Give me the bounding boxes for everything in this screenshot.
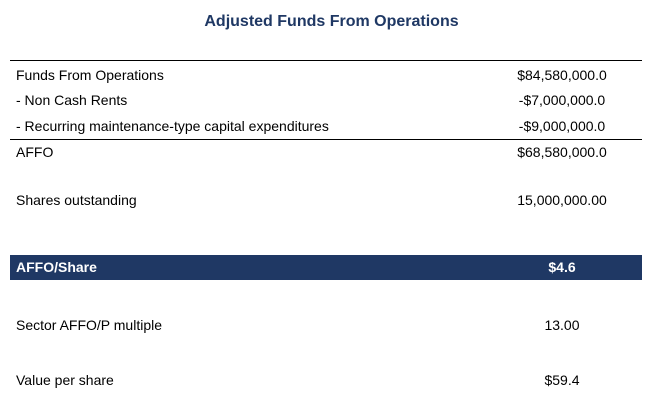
- row-label: Funds From Operations: [16, 67, 164, 83]
- rule: [10, 139, 642, 140]
- row-label: Value per share: [16, 372, 114, 388]
- row-value: $4.6: [548, 259, 576, 275]
- row-value: $84,580,000.0: [517, 67, 607, 83]
- row-label: Sector AFFO/P multiple: [16, 317, 163, 333]
- row-label: - Recurring maintenance-type capital exp…: [16, 118, 329, 134]
- row-value: $59.4: [544, 372, 580, 388]
- highlight-band: AFFO/Share $4.6: [10, 255, 642, 280]
- title: Adjusted Funds From Operations: [204, 13, 459, 30]
- row-label: Shares outstanding: [16, 192, 137, 208]
- row-value: $68,580,000.0: [517, 144, 607, 160]
- row-value: 15,000,000.00: [517, 192, 607, 208]
- rule: [10, 60, 642, 61]
- row-label: AFFO: [16, 144, 54, 160]
- row-value: -$7,000,000.0: [518, 92, 606, 108]
- row-label: - Non Cash Rents: [16, 92, 128, 108]
- row-value: 13.00: [544, 317, 580, 333]
- row-value: -$9,000,000.0: [518, 118, 606, 134]
- row-label: AFFO/Share: [16, 259, 97, 275]
